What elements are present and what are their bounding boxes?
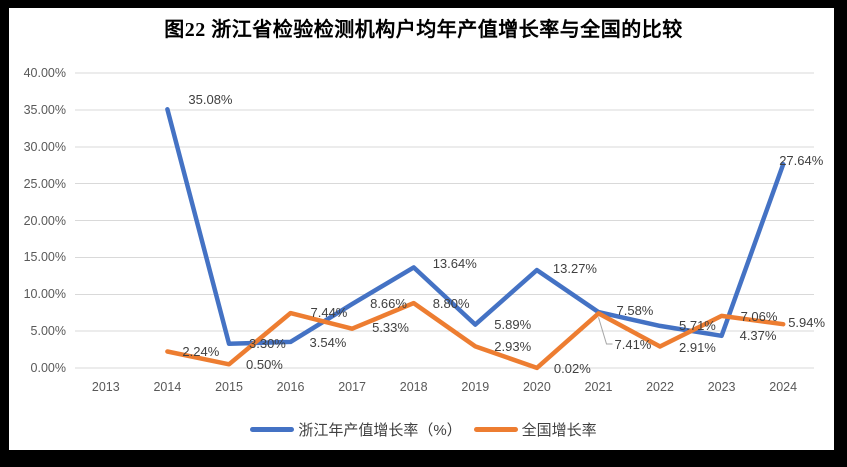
legend-label: 浙江年产值增长率（%）	[298, 422, 462, 439]
x-tick-label: 2020	[522, 380, 551, 394]
data-label: 2.91%	[679, 339, 716, 355]
y-tick-label: 30.00%	[23, 139, 66, 154]
x-tick-label: 2016	[276, 380, 305, 394]
data-label: 5.94%	[788, 315, 826, 331]
x-tick-label: 2019	[461, 380, 490, 394]
data-label: 5.33%	[372, 319, 409, 335]
data-label: 35.08%	[188, 92, 233, 108]
x-tick-label: 2022	[646, 380, 674, 394]
series-line-national	[165, 300, 786, 371]
legend-item-national: 全国增长率	[473, 419, 597, 440]
data-label: 27.64%	[779, 153, 824, 169]
y-tick-label: 15.00%	[23, 250, 66, 265]
y-tick-label: 5.00%	[30, 324, 66, 339]
y-tick-label: 35.00%	[23, 102, 66, 117]
y-tick-label: 0.00%	[30, 361, 66, 375]
legend-item-zhejiang: 浙江年产值增长率（%）	[250, 419, 462, 440]
data-label: 0.50%	[246, 357, 283, 373]
data-label: 3.30%	[249, 335, 286, 351]
legend-line-swatch-icon	[473, 427, 518, 432]
data-label: 8.66%	[370, 296, 407, 312]
chart-title: 图22 浙江省检验检测机构户均年产值增长率与全国的比较	[164, 19, 683, 41]
x-tick-label: 2021	[584, 380, 613, 394]
x-tick-label: 2015	[215, 380, 243, 394]
legend: 浙江年产值增长率（%） 全国增长率	[0, 419, 847, 440]
data-label: 5.71%	[679, 317, 716, 333]
data-label: 13.27%	[552, 261, 597, 277]
series-line-zhejiang	[165, 107, 786, 346]
x-tick-label: 2023	[707, 380, 736, 394]
data-label: 0.02%	[553, 360, 591, 376]
data-label: 13.64%	[432, 256, 477, 272]
legend-label: 全国增长率	[521, 422, 597, 439]
data-label: 2.24%	[182, 343, 220, 359]
data-label: 8.80%	[432, 296, 470, 312]
x-tick-label: 2014	[153, 380, 182, 394]
data-label: 7.41%	[614, 337, 652, 353]
data-label: 4.37%	[739, 327, 777, 343]
data-label: 7.58%	[616, 303, 654, 319]
legend-line-swatch-icon	[250, 427, 295, 432]
data-label: 5.89%	[494, 316, 532, 332]
y-tick-label: 20.00%	[23, 213, 66, 228]
data-label: 3.54%	[309, 334, 347, 350]
chart-background	[9, 8, 834, 450]
y-tick-label: 10.00%	[23, 287, 66, 302]
label-leader-line	[598, 317, 613, 345]
x-tick-label: 2024	[769, 380, 798, 394]
y-tick-label: 40.00%	[23, 66, 66, 80]
x-tick-label: 2018	[399, 380, 428, 394]
data-label: 7.06%	[740, 308, 778, 324]
x-tick-label: 2017	[338, 380, 366, 394]
data-label: 7.44%	[310, 305, 348, 321]
data-label: 2.93%	[494, 339, 532, 355]
x-tick-label: 2013	[91, 380, 120, 394]
y-tick-label: 25.00%	[23, 176, 66, 191]
